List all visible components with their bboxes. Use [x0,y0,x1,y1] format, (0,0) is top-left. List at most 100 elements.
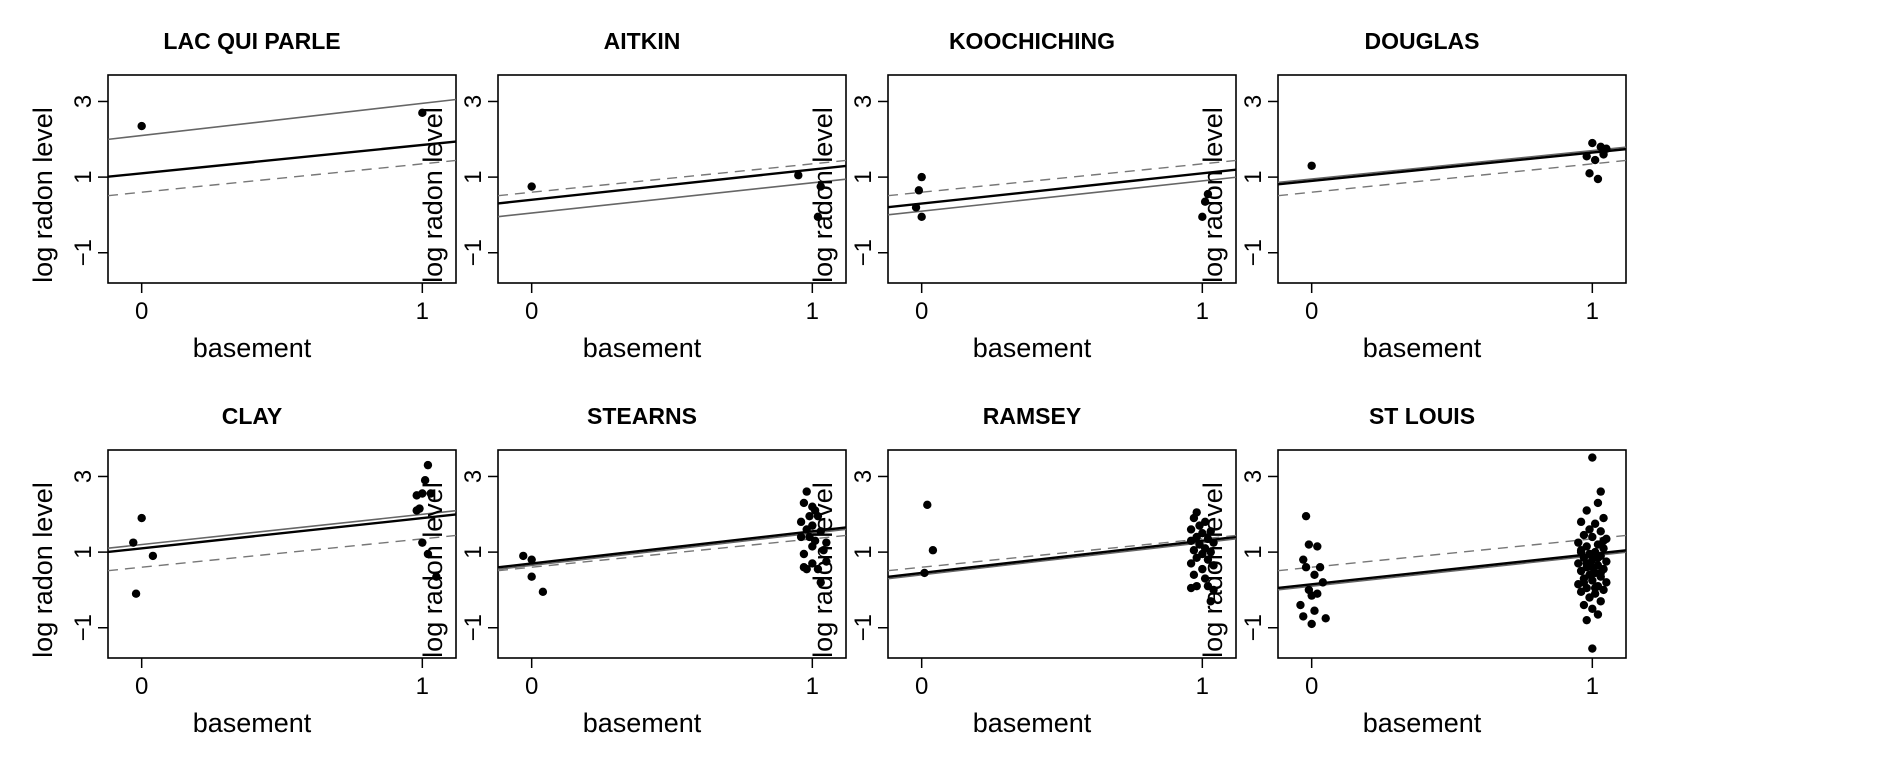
y-axis-label: log radon level [28,482,58,658]
y-tick-label: −1 [1240,239,1267,266]
data-point [1574,538,1583,547]
regression-line-dashed [497,534,847,572]
data-point [1189,513,1199,523]
y-axis-label: log radon level [28,107,58,283]
data-point [1602,557,1611,566]
regression-line-black [497,526,847,569]
regression-line-black [887,168,1237,209]
plot-frame [887,74,1237,284]
data-point [1310,570,1319,579]
data-point [1209,585,1218,595]
x-tick-label: 1 [1196,673,1209,700]
data-point [1599,513,1608,523]
data-point [1585,169,1594,178]
x-tick-label: 1 [1586,673,1599,700]
data-point [1203,189,1213,199]
x-tick-label: 1 [806,298,819,325]
data-point [917,212,926,222]
data-point [432,572,441,581]
x-tick-label: 0 [525,673,538,700]
regression-line-dashed [1277,534,1627,572]
y-tick-label: 1 [70,545,97,558]
data-point [1574,559,1583,568]
data-point [1318,578,1328,587]
data-point [527,182,536,191]
data-point [1189,546,1199,555]
y-tick-label: 1 [1240,170,1267,183]
data-point [1296,600,1305,610]
data-point [1596,568,1605,578]
data-point [1186,559,1196,568]
data-point [1588,532,1597,542]
regression-line-gray [497,178,847,218]
regression-line-gray [1277,146,1627,184]
data-point [1590,519,1600,528]
panel-title: KOOCHICHING [949,28,1115,54]
data-point [1596,487,1605,496]
data-point [1315,563,1325,572]
data-point [1313,542,1322,551]
data-point [813,511,823,521]
data-point [796,517,806,527]
data-point [808,542,817,551]
panel: RAMSEY −1 1 3 0 1 basement log radon level [808,403,1237,738]
data-point [914,186,924,195]
y-tick-label: −1 [70,614,97,641]
regression-line-dashed [107,159,457,197]
data-point [1579,600,1589,610]
data-point [1588,453,1597,462]
data-point [538,587,548,597]
plot-frame [497,449,847,659]
panel: STEARNS −1 1 3 0 1 basement log radon level [418,403,847,738]
x-tick-label: 0 [135,298,148,325]
panel: CLAY −1 1 3 0 1 basement log radon level [28,403,457,738]
data-point [1590,155,1600,165]
regression-line-dashed [1277,159,1627,197]
data-point [802,487,811,496]
plot-frame [107,74,457,284]
regression-line-black [1277,147,1627,186]
panel-title: AITKIN [604,28,681,54]
data-point [1599,544,1608,553]
data-point [1189,570,1199,579]
data-point [131,589,141,598]
data-point [1307,619,1316,629]
data-point [1200,574,1210,583]
data-point [920,568,929,578]
regression-line-gray [107,98,457,141]
y-tick-label: −1 [460,614,487,641]
data-point [420,476,430,485]
data-point [1602,578,1611,587]
panel: LAC QUI PARLE −1 1 3 0 1 basement log radon lev… [28,28,457,363]
data-point [1588,563,1597,572]
data-point [917,172,926,182]
x-axis-label: basement [193,333,312,363]
panel-title: CLAY [222,403,283,429]
data-point [1599,150,1608,159]
panel-title: ST LOUIS [1369,403,1475,429]
x-tick-label: 0 [915,673,928,700]
data-point [923,500,932,510]
data-point [1596,527,1605,536]
data-point [1588,576,1597,585]
y-tick-label: 1 [70,170,97,183]
data-point [1299,555,1308,564]
regression-line-gray [1277,551,1627,591]
y-axis-label: log radon level [418,107,448,283]
data-point [1593,174,1603,184]
data-point [816,527,825,536]
data-point [1307,161,1316,170]
data-point [1593,610,1603,619]
x-tick-label: 0 [1305,298,1318,325]
panel: DOUGLAS −1 1 3 0 1 basement log radon level [1198,28,1627,363]
data-point [816,182,825,191]
x-axis-label: basement [583,333,702,363]
data-point [137,513,146,523]
data-point [527,572,536,581]
panel-title: LAC QUI PARLE [163,28,340,54]
data-point [794,171,803,180]
data-point [527,555,536,564]
x-axis-label: basement [1363,333,1482,363]
regression-line-gray [107,509,457,549]
regression-line-dashed [887,159,1237,197]
